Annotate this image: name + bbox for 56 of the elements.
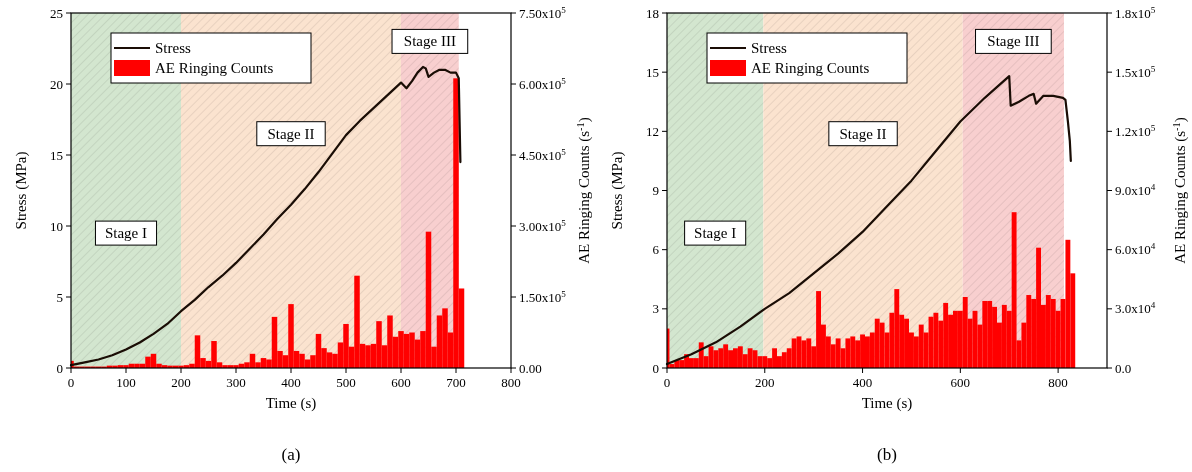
y2-tick-label: 4.50x10$^{5}$ (519, 146, 567, 163)
y-tick-label: 0 (56, 360, 63, 376)
x-tick-label: 800 (1048, 375, 1068, 390)
x-tick-label: 100 (116, 375, 136, 390)
y-axis-title: Stress (MPa) (13, 151, 30, 230)
band-label: Stage III (403, 33, 456, 50)
y-tick-label: 10 (50, 218, 63, 234)
y2-tick-label: 9.0x10$^{4}$ (1115, 182, 1156, 198)
y2-tick-label: 7.50x10$^{5}$ (519, 4, 567, 21)
y-tick-label: 18 (646, 5, 659, 21)
y-tick-label: 15 (50, 147, 63, 163)
band-label: Stage I (104, 225, 148, 242)
y-tick-label: 12 (646, 123, 659, 139)
x-tick-label: 700 (446, 375, 466, 390)
y-tick-label: 3 (652, 301, 659, 317)
y2-tick-label: 1.8x10$^{5}$ (1115, 4, 1156, 21)
x-tick-label: 200 (755, 375, 775, 390)
y2-tick-label: 1.2x10$^{5}$ (1115, 122, 1156, 139)
y2-tick-label: 3.0x10$^{4}$ (1115, 300, 1156, 317)
x-tick-label: 0 (663, 375, 671, 390)
y-tick-label: 0 (652, 360, 659, 376)
band-label: Stage III (987, 33, 1040, 50)
y-axis-title: Stress (MPa) (609, 151, 626, 230)
text: (a) (281, 445, 301, 464)
x-axis-title: Time (s) (265, 395, 317, 412)
y-tick-label: 20 (50, 76, 63, 92)
text: (b) (877, 445, 897, 464)
legend-label: AE Ringing Counts (155, 60, 274, 76)
y2-tick-label: 0.0 (1115, 360, 1132, 376)
band-label: Stage I (694, 225, 737, 242)
x-tick-label: 400 (852, 375, 873, 390)
legend-label: Stress (751, 40, 787, 56)
legend-label: Stress (155, 40, 191, 56)
y2-tick-label: 6.00x10$^{5}$ (519, 75, 567, 92)
y-tick-label: 15 (646, 64, 659, 80)
y2-tick-label: 3.00x10$^{5}$ (519, 217, 567, 234)
y-tick-label: 5 (56, 289, 63, 305)
y-tick-label: 9 (652, 183, 659, 198)
y-tick-label: 25 (50, 5, 63, 21)
x-tick-label: 300 (226, 375, 246, 390)
x-tick-label: 600 (391, 375, 411, 390)
y2-tick-label: 6.0x10$^{4}$ (1115, 241, 1156, 258)
y2-tick-label: 0.00 (519, 360, 542, 376)
x-tick-label: 600 (950, 375, 971, 390)
x-tick-label: 800 (501, 375, 521, 390)
x-tick-label: 400 (281, 375, 301, 390)
x-tick-label: 500 (336, 375, 356, 390)
x-tick-label: 200 (171, 375, 191, 390)
band-label: Stage II (267, 125, 315, 142)
y2-tick-label: 1.50x10$^{5}$ (519, 288, 567, 305)
legend-label: AE Ringing Counts (751, 60, 870, 76)
y-tick-label: 6 (652, 242, 660, 258)
y2-tick-label: 1.5x10$^{5}$ (1115, 63, 1156, 80)
x-axis-title: Time (s) (861, 395, 913, 412)
band-label: Stage II (839, 125, 887, 142)
x-tick-label: 0 (67, 375, 75, 390)
